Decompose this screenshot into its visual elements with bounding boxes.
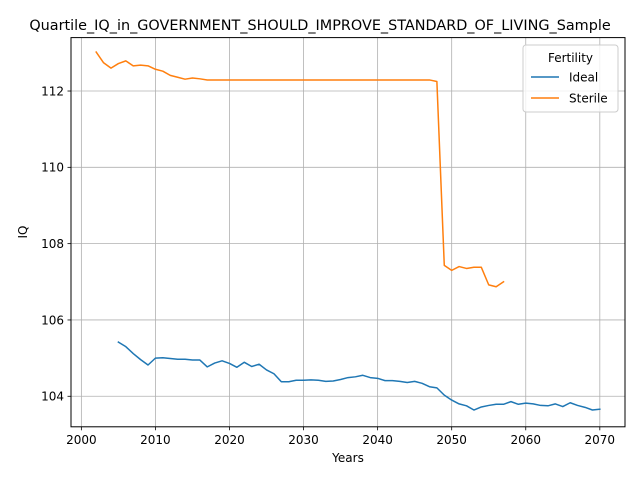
x-tick-label: 2050 bbox=[436, 433, 467, 447]
x-tick-label: 2060 bbox=[510, 433, 541, 447]
series-lines bbox=[95, 51, 601, 411]
y-tick-label: 106 bbox=[41, 313, 64, 327]
x-tick-label: 2070 bbox=[585, 433, 616, 447]
x-tick-label: 2040 bbox=[362, 433, 393, 447]
legend: Fertility Ideal Sterile bbox=[522, 44, 619, 113]
x-tick-label: 2010 bbox=[140, 433, 171, 447]
y-tick-label: 112 bbox=[41, 84, 64, 98]
series-line-ideal bbox=[117, 341, 601, 411]
x-tick-label: 2020 bbox=[214, 433, 245, 447]
y-tick-label: 104 bbox=[41, 390, 64, 404]
x-tick-label: 2000 bbox=[66, 433, 97, 447]
x-axis-label: Years bbox=[331, 451, 364, 465]
y-tick-label: 110 bbox=[41, 161, 64, 175]
axis-ticks: 2000 2010 2020 2030 2040 2050 2060 2070 104 106 10… bbox=[41, 84, 615, 446]
legend-items: Ideal Sterile bbox=[531, 71, 608, 106]
legend-title: Fertility bbox=[548, 51, 593, 65]
plot-area-frame bbox=[70, 37, 626, 428]
series-line-sterile bbox=[95, 51, 505, 288]
y-axis-label: IQ bbox=[16, 226, 30, 239]
legend-label-ideal: Ideal bbox=[569, 71, 598, 85]
y-tick-label: 108 bbox=[41, 237, 64, 251]
x-tick-label: 2030 bbox=[288, 433, 319, 447]
chart-title: Quartile_IQ_in_GOVERNMENT_SHOULD_IMPROVE… bbox=[29, 18, 611, 34]
legend-box bbox=[522, 44, 619, 113]
legend-label-sterile: Sterile bbox=[569, 92, 608, 106]
